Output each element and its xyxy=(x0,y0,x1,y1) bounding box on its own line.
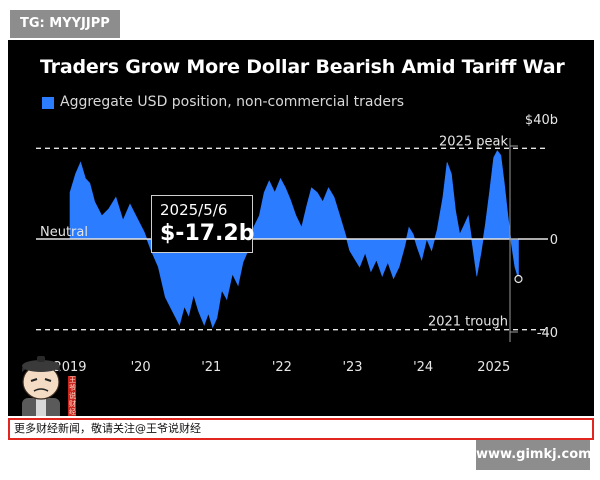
x-tick-label: 2025 xyxy=(477,360,510,375)
series-area xyxy=(69,150,519,329)
y-tick-label: -40 xyxy=(537,326,558,341)
mascot-sticker: 王爷说财经 xyxy=(22,356,76,416)
chart-title: Traders Grow More Dollar Bearish Amid Ta… xyxy=(40,56,565,78)
mascot-stamp-char: 爷 xyxy=(69,383,76,392)
reference-label: 2025 peak xyxy=(439,134,508,149)
chart-panel: Traders Grow More Dollar Bearish Amid Ta… xyxy=(8,40,594,416)
mascot-stamp-char: 说 xyxy=(69,391,76,400)
callout-date: 2025/5/6 xyxy=(160,201,228,219)
x-tick-label: '22 xyxy=(272,360,292,375)
footer-banner: 更多财经新闻，敬请关注@王爷说财经 xyxy=(8,418,594,440)
x-tick-label: '24 xyxy=(413,360,433,375)
y-tick-label: $40b xyxy=(525,113,558,128)
watermark-bottom: www.gimkj.com xyxy=(476,440,592,470)
mascot-stamp-char: 王 xyxy=(69,376,76,384)
x-tick-label: '21 xyxy=(201,360,221,375)
reference-label: 2021 trough xyxy=(428,315,508,330)
mascot-stamp-char: 经 xyxy=(69,407,76,416)
y-tick-label: 0 xyxy=(550,233,558,248)
x-tick-label: 2019 xyxy=(53,360,86,375)
legend-label: Aggregate USD position, non-commercial t… xyxy=(60,94,404,110)
legend-swatch xyxy=(42,97,54,109)
reference-label: Neutral xyxy=(40,225,88,240)
mascot-stamp-text: 王爷说财经 xyxy=(69,376,76,416)
value-callout: 2025/5/6 $-17.2b xyxy=(151,195,255,253)
mascot-stamp-char: 财 xyxy=(69,399,76,408)
chart-plot: 2025 peak Neutral 2021 trough $40b 0 -40 2019 '… xyxy=(36,113,558,375)
watermark-top: TG: MYYJJPP xyxy=(10,10,120,38)
latest-point-marker xyxy=(514,274,523,284)
callout-value: $-17.2b xyxy=(160,221,255,246)
x-tick-label: '23 xyxy=(342,360,362,375)
x-tick-label: '20 xyxy=(131,360,151,375)
